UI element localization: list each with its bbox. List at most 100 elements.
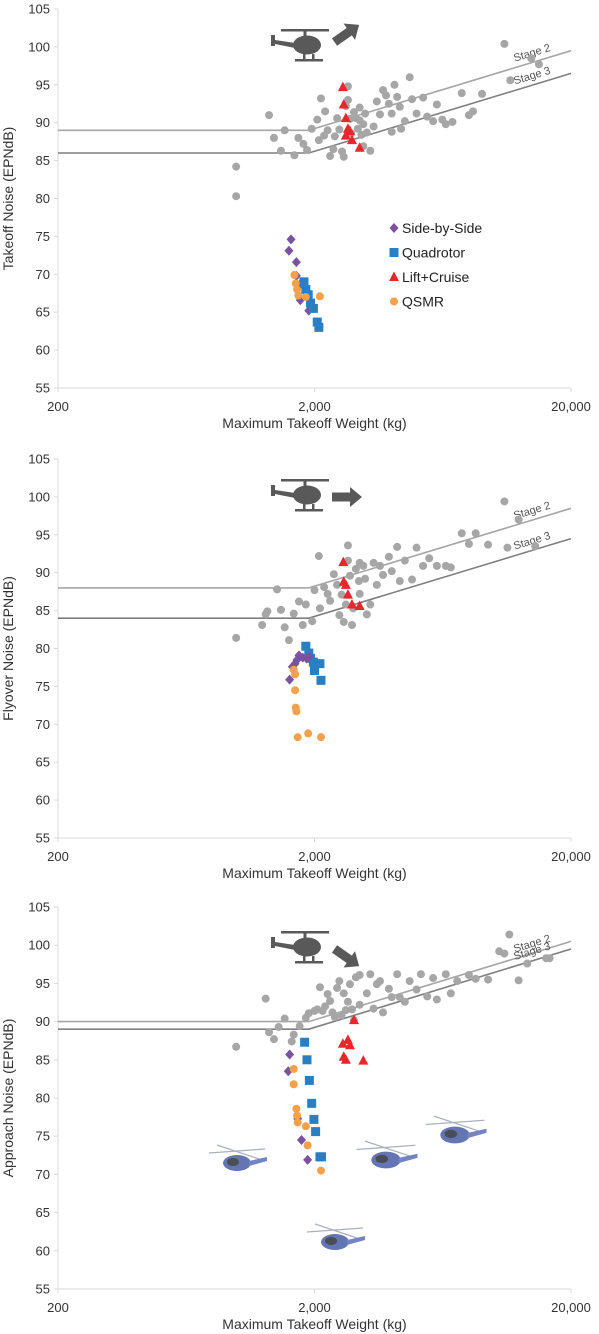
series-side-by-side — [285, 650, 314, 685]
data-point — [503, 543, 512, 552]
data-point — [333, 983, 342, 992]
data-point — [335, 611, 344, 620]
data-point — [302, 1055, 312, 1065]
data-point — [500, 39, 509, 48]
data-point — [395, 102, 404, 111]
data-point — [412, 985, 421, 994]
helicopter-cabin — [293, 485, 321, 505]
data-point — [323, 589, 332, 598]
data-point — [359, 561, 368, 570]
data-point — [464, 539, 473, 548]
data-point — [337, 81, 348, 92]
data-point — [379, 1008, 388, 1017]
data-point — [375, 561, 384, 570]
data-point — [316, 94, 325, 103]
y-tick-label: 55 — [36, 1282, 50, 1297]
data-point — [309, 1114, 319, 1124]
tail-rotor — [271, 937, 275, 948]
data-point — [292, 1104, 301, 1113]
y-tick-label: 95 — [36, 527, 50, 542]
data-point — [326, 996, 335, 1005]
y-axis-label: Flyover Noise (EPNdB) — [0, 576, 16, 721]
data-point — [232, 162, 241, 171]
helicopter-icon — [271, 29, 329, 62]
data-point — [295, 1022, 304, 1031]
data-point — [337, 590, 346, 599]
data-point — [285, 1049, 295, 1060]
data-point — [330, 132, 339, 141]
data-point — [506, 76, 515, 85]
data-point — [432, 100, 441, 109]
rotor-blade — [433, 1115, 479, 1132]
data-point — [232, 633, 241, 642]
data-point — [300, 1037, 310, 1047]
data-point — [384, 984, 393, 993]
data-point — [280, 1014, 289, 1023]
data-point — [307, 1098, 317, 1108]
data-point — [545, 954, 554, 963]
limit-line-stage-3 — [58, 537, 572, 620]
data-point — [362, 610, 371, 619]
helicopter-tail-boom — [275, 942, 295, 950]
data-point — [457, 89, 466, 98]
data-point — [400, 997, 409, 1006]
series-lift-cruise — [337, 81, 365, 152]
data-point — [354, 600, 365, 611]
data-point — [301, 600, 310, 609]
data-point — [339, 617, 348, 626]
y-tick-label: 55 — [36, 381, 50, 396]
data-point — [321, 107, 330, 116]
data-point — [362, 128, 371, 137]
data-point — [291, 670, 300, 679]
landing-skid — [295, 961, 323, 964]
y-tick-label: 90 — [36, 1014, 50, 1029]
data-point — [294, 597, 303, 606]
data-point — [393, 542, 402, 551]
data-point — [339, 152, 348, 161]
legend-label: Quadrotor — [402, 245, 465, 261]
data-point — [337, 1038, 348, 1048]
data-point — [405, 977, 414, 986]
y-tick-label: 75 — [36, 679, 50, 694]
data-point — [353, 124, 362, 133]
data-point — [312, 317, 322, 327]
data-point — [311, 1127, 321, 1137]
data-point — [276, 146, 285, 155]
legend-label: QSMR — [402, 294, 444, 310]
arrow-shape — [331, 23, 360, 46]
y-tick-label: 100 — [28, 938, 50, 953]
data-point — [308, 657, 318, 667]
data-point — [397, 124, 406, 133]
data-point — [345, 571, 354, 580]
direction-arrow-icon — [332, 487, 362, 507]
data-point — [382, 91, 391, 100]
data-point — [265, 111, 274, 120]
data-point — [314, 136, 323, 145]
rotor-blade — [314, 1223, 358, 1239]
skid-strut — [312, 956, 315, 961]
data-point — [387, 109, 396, 118]
data-point — [393, 970, 402, 979]
data-point — [289, 1080, 298, 1089]
limit-line-stage-3 — [58, 948, 572, 1030]
data-point — [306, 298, 316, 308]
data-point — [343, 95, 352, 104]
y-tick-label: 80 — [36, 641, 50, 656]
data-point — [329, 570, 338, 579]
arrow-shape — [332, 487, 362, 507]
skid-strut — [303, 54, 306, 59]
y-tick-label: 65 — [36, 1205, 50, 1220]
data-point — [369, 122, 378, 131]
y-tick-label: 90 — [36, 565, 50, 580]
data-point — [390, 80, 399, 89]
x-axis-label: Maximum Takeoff Weight (kg) — [222, 865, 406, 881]
x-tick-label: 20,000 — [551, 399, 591, 414]
data-point — [335, 125, 344, 134]
data-point — [258, 621, 267, 630]
data-point — [338, 99, 349, 109]
data-point — [346, 134, 357, 145]
data-point — [293, 285, 302, 294]
data-point — [315, 604, 324, 613]
data-point — [291, 686, 300, 695]
